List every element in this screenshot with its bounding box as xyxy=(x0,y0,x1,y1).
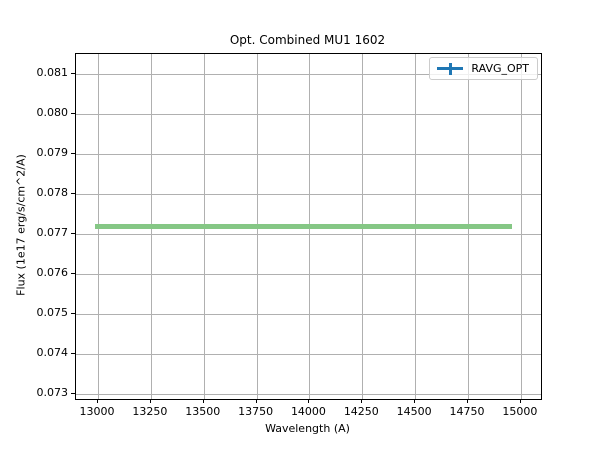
y-tick-label: 0.075 xyxy=(36,306,69,319)
ravg-band xyxy=(94,223,513,229)
legend-errorbar-icon xyxy=(437,62,464,76)
y-tick-label: 0.079 xyxy=(36,146,69,159)
x-tick-label: 13500 xyxy=(185,405,221,418)
y-tick-label: 0.077 xyxy=(36,226,69,239)
y-tick-mark xyxy=(71,113,75,114)
y-tick-label: 0.081 xyxy=(36,66,69,79)
y-tick-mark xyxy=(71,193,75,194)
x-tick-mark xyxy=(149,399,151,403)
x-tick-label: 13250 xyxy=(132,405,168,418)
x-tick-label: 14500 xyxy=(396,405,432,418)
x-tick-label: 15000 xyxy=(502,405,538,418)
y-tick-mark xyxy=(71,73,75,74)
y-tick-mark xyxy=(71,393,75,394)
y-tick-label: 0.076 xyxy=(36,266,69,279)
y-gridline xyxy=(76,274,541,275)
y-gridline xyxy=(76,194,541,195)
y-tick-label: 0.078 xyxy=(36,186,69,199)
x-axis-label: Wavelength (A) xyxy=(265,422,350,435)
x-tick-label: 13000 xyxy=(79,405,115,418)
y-gridline xyxy=(76,234,541,235)
y-tick-label: 0.080 xyxy=(36,106,69,119)
y-gridline xyxy=(76,74,541,75)
chart-title: Opt. Combined MU1 1602 xyxy=(229,33,386,47)
y-gridline xyxy=(76,154,541,155)
y-tick-mark xyxy=(71,353,75,354)
y-gridline xyxy=(76,114,541,115)
x-tick-mark xyxy=(96,399,98,403)
y-tick-label: 0.073 xyxy=(36,386,69,399)
x-tick-label: 14000 xyxy=(290,405,326,418)
y-tick-mark xyxy=(71,313,75,314)
plot-area: RAVG_OPT xyxy=(75,53,542,400)
x-tick-mark xyxy=(414,399,416,403)
legend-label: RAVG_OPT xyxy=(471,62,529,75)
x-tick-mark xyxy=(202,399,204,403)
x-tick-mark xyxy=(255,399,257,403)
x-tick-label: 14750 xyxy=(449,405,485,418)
y-tick-mark xyxy=(71,153,75,154)
y-tick-mark xyxy=(71,233,75,234)
legend: RAVG_OPT xyxy=(429,57,538,80)
x-tick-label: 13750 xyxy=(238,405,274,418)
x-tick-mark xyxy=(519,399,521,403)
x-gridline xyxy=(520,54,522,399)
y-gridline xyxy=(76,314,541,315)
x-tick-mark xyxy=(467,399,469,403)
errorbar-vertical-cap xyxy=(448,62,452,75)
x-tick-mark xyxy=(308,399,310,403)
x-tick-label: 14250 xyxy=(343,405,379,418)
y-gridline xyxy=(76,354,541,355)
y-gridline xyxy=(76,394,541,395)
y-tick-label: 0.074 xyxy=(36,346,69,359)
y-tick-mark xyxy=(71,273,75,274)
x-tick-mark xyxy=(361,399,363,403)
